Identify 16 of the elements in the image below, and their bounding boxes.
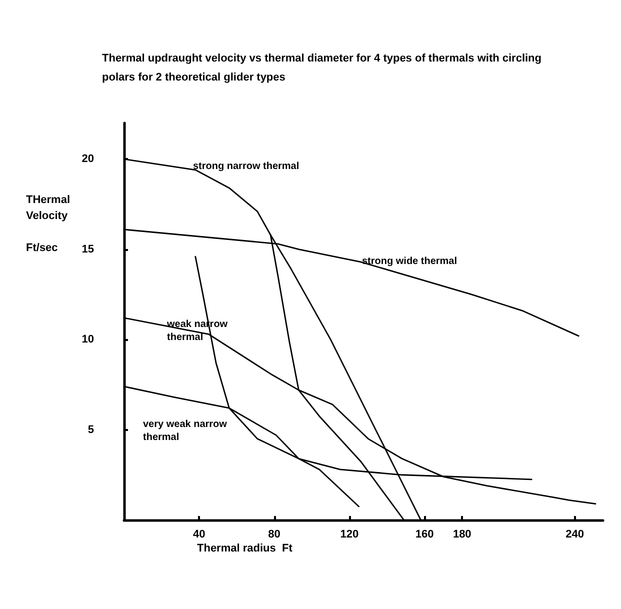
x-tick-label: 160 — [415, 528, 434, 540]
annotation: strong wide thermal — [362, 256, 458, 267]
y-tick-label: 20 — [82, 153, 94, 166]
y-tick-label: 5 — [88, 424, 94, 436]
x-axis-title: Thermal radius Ft — [197, 542, 293, 554]
x-tick-label: 240 — [566, 528, 584, 540]
y-tick-label: 10 — [82, 334, 94, 346]
annotation: strong narrow thermal — [193, 161, 300, 172]
chart-title: Thermal updraught velocity vs thermal diameter for 4 types of thermals with circling polars for 2 theoretical glider types — [102, 52, 545, 84]
y-tick-label: 15 — [82, 243, 94, 256]
x-tick-label: 180 — [452, 528, 472, 540]
x-tick-label: 120 — [340, 528, 359, 540]
annotation: very weak narrow thermal — [143, 419, 228, 443]
x-tick-label: 80 — [268, 528, 280, 540]
text: THermal Velocity Ft/sec — [26, 194, 70, 254]
x-tick-label: 40 — [193, 528, 206, 540]
